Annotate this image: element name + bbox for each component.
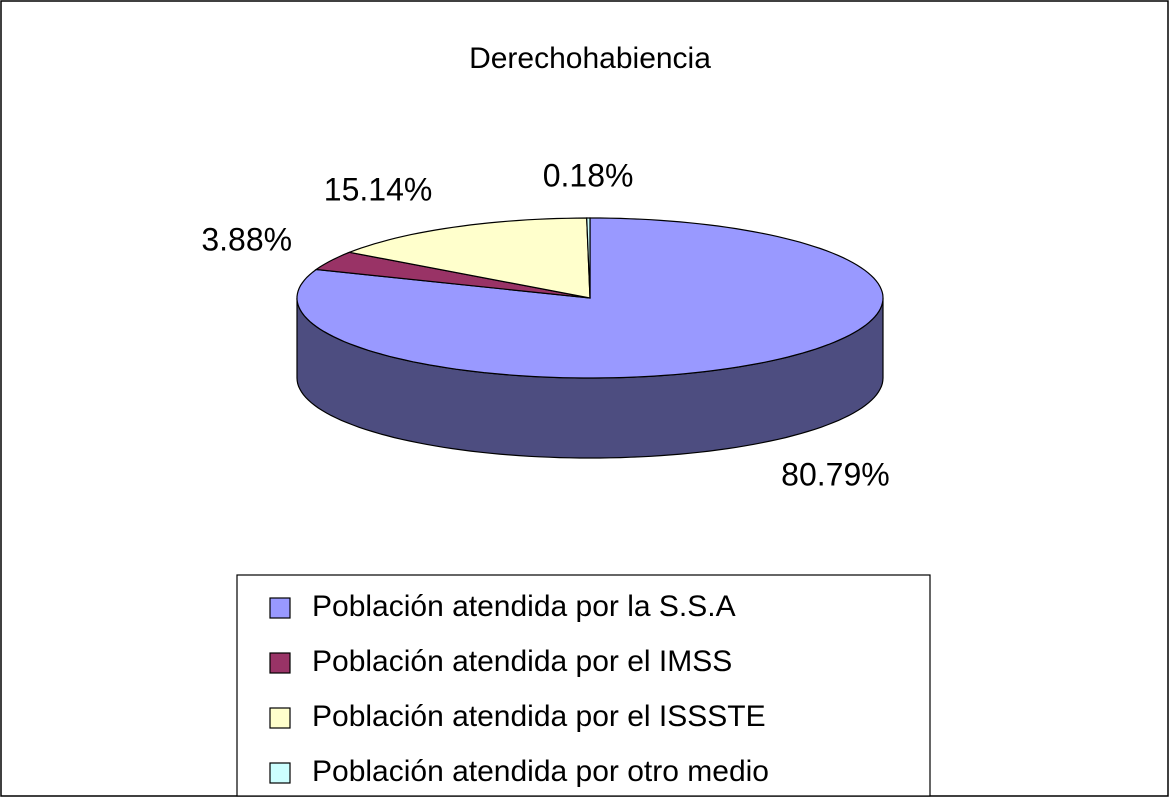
legend-label: Población atendida por otro medio — [312, 755, 769, 788]
data-label: 15.14% — [324, 171, 433, 207]
data-label: 3.88% — [201, 221, 292, 257]
pie-slice — [347, 217, 591, 299]
pie-slice — [586, 217, 591, 299]
legend-label: Población atendida por la S.S.A — [312, 590, 736, 623]
chart-title: Derechohabiencia — [469, 42, 711, 75]
legend-swatch — [269, 597, 291, 619]
legend-label: Población atendida por el ISSSTE — [312, 700, 766, 733]
data-label: 0.18% — [543, 157, 634, 193]
pie-slice — [314, 251, 591, 299]
legend-box — [236, 574, 931, 797]
legend-swatch — [269, 707, 291, 729]
data-label: 80.79% — [781, 456, 890, 492]
legend-swatch — [269, 652, 291, 674]
legend-swatch — [269, 762, 291, 784]
legend-label: Población atendida por el IMSS — [312, 645, 732, 678]
